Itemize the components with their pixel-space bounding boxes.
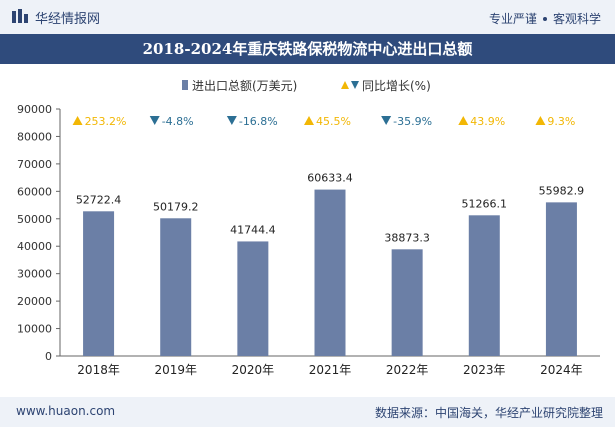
tagline-left: 专业严谨 <box>488 12 537 26</box>
y-tick-label: 30000 <box>17 268 52 281</box>
chart-title: 2018-2024年重庆铁路保税物流中心进出口总额 <box>142 40 473 58</box>
y-tick-label: 70000 <box>17 158 52 171</box>
separator-dot-icon <box>542 16 547 21</box>
tagline-right: 客观科学 <box>552 12 601 26</box>
footer-bar: www.huaon.com 数据来源：中国海关，华经产业研究院整理 <box>0 397 615 427</box>
growth-down-triangle-icon <box>149 116 160 125</box>
growth-label: 253.2% <box>85 115 127 128</box>
legend-up-triangle-icon <box>341 81 349 89</box>
x-tick-label: 2021年 <box>309 363 352 377</box>
y-tick-label: 10000 <box>17 323 52 336</box>
bar[interactable] <box>545 202 577 356</box>
y-tick-label: 0 <box>45 350 52 363</box>
bar[interactable] <box>314 189 346 356</box>
bar-chart: 进出口总额(万美元) 同比增长(%) 0 10000 20000 30000 40000 50… <box>17 79 600 377</box>
bar-value-label: 52722.4 <box>76 193 122 206</box>
x-tick-label: 2022年 <box>386 363 429 377</box>
x-tick-label: 2019年 <box>154 363 197 377</box>
growth-up-triangle-icon <box>72 116 83 125</box>
growth-label: -35.9% <box>393 115 432 128</box>
y-tick-label: 50000 <box>17 213 52 226</box>
website-link[interactable]: www.huaon.com <box>16 404 116 418</box>
growth-down-triangle-icon <box>381 116 392 125</box>
growth-label: -4.8% <box>162 115 194 128</box>
growth-up-triangle-icon <box>458 116 469 125</box>
growth-up-triangle-icon <box>535 116 546 125</box>
growth-down-triangle-icon <box>226 116 237 125</box>
data-source: 数据来源：中国海关，华经产业研究院整理 <box>374 406 603 420</box>
bar-value-label: 60633.4 <box>307 172 353 185</box>
x-tick-label: 2018年 <box>77 363 120 377</box>
top-bar: 华经情报网 专业严谨 客观科学 <box>0 0 615 34</box>
bar-value-label: 51266.1 <box>462 197 508 210</box>
legend-down-triangle-icon <box>351 81 359 89</box>
growth-label: -16.8% <box>239 115 278 128</box>
bar[interactable] <box>237 241 269 356</box>
x-tick-label: 2020年 <box>232 363 275 377</box>
y-tick-label: 80000 <box>17 130 52 143</box>
tagline: 专业严谨 客观科学 <box>489 10 601 27</box>
legend-label-growth: 同比增长(%) <box>362 79 431 93</box>
growth-label: 43.9% <box>470 115 505 128</box>
x-tick-label: 2023年 <box>463 363 506 377</box>
bar[interactable] <box>391 249 423 356</box>
title-bar: 2018-2024年重庆铁路保税物流中心进出口总额 <box>0 34 615 64</box>
y-tick-label: 60000 <box>17 185 52 198</box>
bar[interactable] <box>160 218 192 356</box>
bar[interactable] <box>83 211 115 356</box>
growth-label: 45.5% <box>316 115 351 128</box>
growth-up-triangle-icon <box>304 116 314 125</box>
growth-label: 9.3% <box>547 115 575 128</box>
brand-name: 华经情报网 <box>35 12 101 27</box>
y-tick-label: 90000 <box>17 103 52 116</box>
legend-label-total: 进出口总额(万美元) <box>192 79 297 93</box>
legend-swatch-total <box>182 80 188 90</box>
bar[interactable] <box>468 215 500 356</box>
bar-chart-logo-icon <box>12 8 28 27</box>
y-tick-label: 40000 <box>17 240 52 253</box>
y-tick-label: 20000 <box>17 295 52 308</box>
brand: 华经情报网 <box>12 8 100 27</box>
x-tick-label: 2024年 <box>540 363 583 377</box>
bar-value-label: 50179.2 <box>153 200 199 213</box>
bar-value-label: 38873.3 <box>384 231 430 244</box>
bar-value-label: 41744.4 <box>230 223 276 236</box>
bar-value-label: 55982.9 <box>539 184 585 197</box>
